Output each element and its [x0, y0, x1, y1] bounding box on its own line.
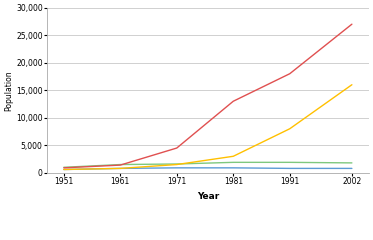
Y-axis label: Population: Population: [4, 70, 13, 111]
X-axis label: Year: Year: [197, 192, 219, 201]
